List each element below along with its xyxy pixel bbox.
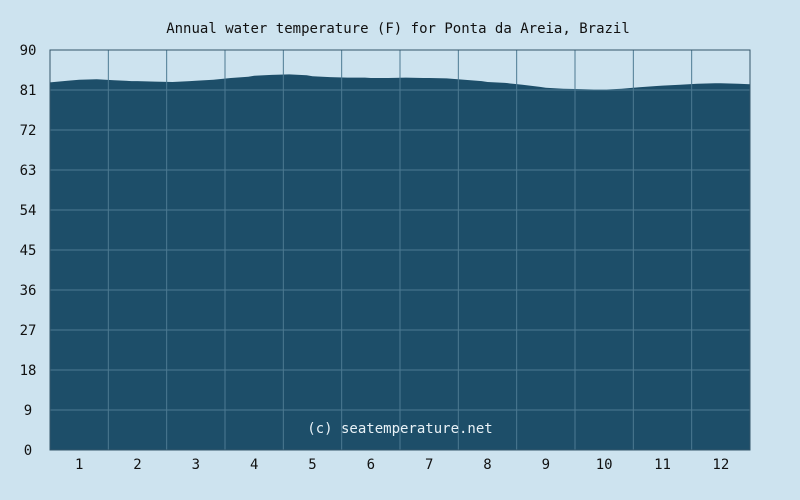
plot-frame [49,49,751,451]
x-tick-label: 11 [654,457,671,473]
y-tick-label: 9 [24,403,32,419]
y-tick-label: 45 [20,243,37,259]
y-tick-label: 0 [24,443,32,459]
y-tick-label: 18 [20,363,37,379]
y-tick-label: 27 [20,323,37,339]
x-tick-label: 5 [308,457,316,473]
y-tick-label: 36 [20,283,37,299]
y-tick-label: 81 [20,83,37,99]
x-tick-label: 8 [483,457,491,473]
x-tick-label: 1 [75,457,83,473]
x-tick-label: 3 [192,457,200,473]
x-tick-label: 10 [596,457,613,473]
x-tick-label: 9 [542,457,550,473]
x-tick-label: 6 [367,457,375,473]
watermark-text: (c) seatemperature.net [307,421,492,437]
y-tick-label: 63 [20,163,37,179]
y-axis: 0 9 18 27 36 45 54 63 72 81 90 [20,43,37,459]
y-tick-label: 54 [20,203,37,219]
x-tick-label: 2 [133,457,141,473]
x-axis: 1 2 3 4 5 6 7 8 9 10 11 12 [75,457,729,473]
chart-title: Annual water temperature (F) for Ponta d… [166,21,630,37]
y-tick-label: 90 [20,43,37,59]
x-tick-label: 4 [250,457,258,473]
plot-area [49,49,751,451]
y-tick-label: 72 [20,123,37,139]
x-tick-label: 7 [425,457,433,473]
x-tick-label: 12 [712,457,729,473]
